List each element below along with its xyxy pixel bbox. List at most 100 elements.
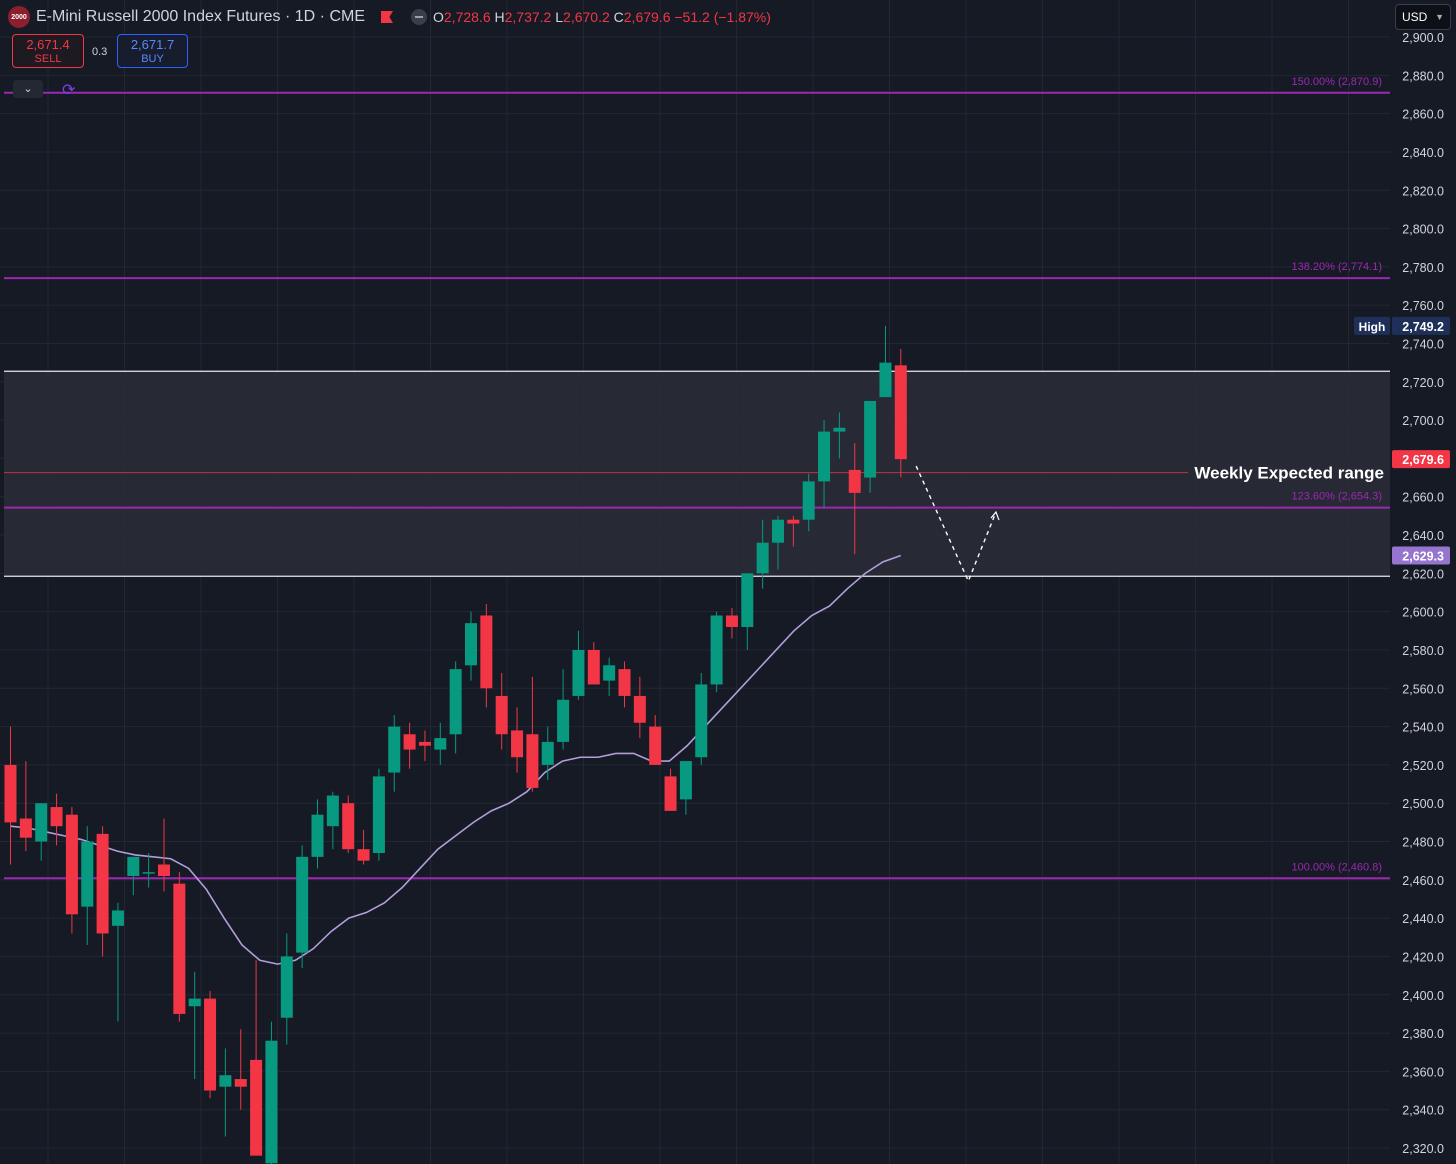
market-status-icon[interactable] — [411, 9, 427, 25]
candle-down — [4, 726, 17, 865]
ohlc-values: O2,728.6 H2,737.2 L2,670.2 C2,679.6 −51.… — [433, 9, 771, 25]
candle-body — [50, 807, 63, 827]
candle-body — [741, 573, 754, 627]
candle-up — [557, 669, 570, 750]
candle-body — [111, 910, 124, 926]
buy-label: BUY — [141, 53, 164, 65]
candle-body — [664, 776, 677, 811]
symbol-header: 2000 E-Mini Russell 2000 Index Futures ·… — [8, 6, 771, 28]
candle-down — [204, 990, 217, 1099]
candle-up — [879, 325, 892, 398]
axis-tick-label: 2,720.0 — [1402, 376, 1444, 390]
currency-select[interactable]: USD ▼ — [1395, 4, 1451, 30]
sell-button[interactable]: 2,671.4 SELL — [12, 34, 84, 68]
flag-icon[interactable] — [381, 11, 393, 23]
candle-up — [188, 971, 201, 1080]
candle-body — [342, 803, 355, 850]
price-tag-value: 2,679.6 — [1402, 453, 1444, 467]
candle-body — [511, 730, 524, 758]
candle-body — [418, 741, 431, 746]
currency-label: USD — [1402, 10, 1428, 24]
ohlc-key-low: L — [555, 9, 564, 25]
ohlc-close: 2,679.6 — [623, 9, 671, 25]
axis-tick-label: 2,560.0 — [1402, 682, 1444, 696]
price-tag-prefix: High — [1359, 320, 1386, 334]
fib-label: 150.00% (2,870.9) — [1291, 76, 1382, 88]
sync-icon[interactable]: ⟳ — [62, 82, 76, 99]
candle-body — [142, 872, 155, 874]
candle-down — [96, 826, 109, 957]
price-tag-bg — [1392, 450, 1450, 469]
candle-up — [465, 611, 477, 681]
candle-up — [864, 400, 877, 493]
projection-line — [915, 465, 997, 583]
candle-body — [219, 1075, 232, 1087]
axis-tick-label: 2,600.0 — [1402, 606, 1444, 620]
axis-tick-label: 2,460.0 — [1402, 874, 1444, 888]
axis-tick-label: 2,780.0 — [1402, 261, 1444, 275]
candle-body — [603, 665, 616, 681]
candle-up — [756, 519, 769, 589]
candle-body — [526, 734, 539, 788]
candle-up — [572, 630, 585, 700]
price-axis[interactable]: 2,320.0 2,340.0 2,360.0 2,380.0 2,400.0 2,420… — [1390, 0, 1456, 1164]
candle-body — [81, 841, 94, 907]
candle-body — [802, 481, 815, 520]
chevron-down-icon: ▼ — [1435, 12, 1444, 22]
axis-tick-label: 2,800.0 — [1402, 223, 1444, 237]
price-tag-bg — [1392, 546, 1450, 565]
grid-lines — [0, 0, 1390, 1164]
axis-tick-label: 2,420.0 — [1402, 950, 1444, 964]
candle-body — [357, 849, 370, 861]
ma-line — [10, 554, 902, 965]
ohlc-change: −51.2 (−1.87%) — [674, 9, 771, 25]
candle-up — [603, 657, 616, 696]
axis-tick-label: 2,580.0 — [1402, 644, 1444, 658]
sell-price: 2,671.4 — [26, 37, 70, 52]
price-tag-prefix-bg — [1354, 316, 1390, 335]
ohlc-open: 2,728.6 — [443, 9, 491, 25]
symbol-logo[interactable]: 2000 — [8, 6, 30, 28]
axis-tick-label: 2,360.0 — [1402, 1065, 1444, 1079]
candle-body — [818, 431, 831, 482]
candle-down — [618, 661, 631, 708]
candle-down — [787, 515, 800, 547]
candle-body — [787, 519, 800, 524]
ohlc-key-high: H — [494, 9, 505, 25]
candle-body — [833, 427, 846, 432]
candle-up — [741, 573, 754, 650]
candle-up — [695, 672, 708, 765]
candle-body — [449, 669, 462, 735]
range-label: Weekly Expected range — [1194, 464, 1384, 483]
candle-down — [495, 672, 508, 750]
sell-label: SELL — [34, 53, 62, 65]
candle-up — [326, 791, 339, 850]
candle-body — [864, 400, 877, 478]
candle-body — [465, 623, 477, 666]
candle-body — [495, 695, 508, 735]
candle-body — [618, 669, 631, 696]
buy-button[interactable]: 2,671.7 BUY — [117, 34, 188, 68]
candle-body — [19, 818, 32, 838]
candle-down — [587, 642, 600, 685]
candle-body — [96, 833, 109, 934]
symbol-title[interactable]: E-Mini Russell 2000 Index Futures · 1D ·… — [36, 8, 365, 25]
candle-down — [633, 676, 646, 739]
chevron-down-icon[interactable]: ⌄ — [13, 80, 43, 98]
candle-body — [480, 615, 493, 689]
candle-body — [649, 726, 662, 765]
candlestick-series — [4, 325, 907, 1164]
candle-down — [526, 676, 539, 792]
candle-down — [664, 768, 677, 811]
fib-label: 138.20% (2,774.1) — [1291, 261, 1382, 273]
axis-tick-label: 2,500.0 — [1402, 797, 1444, 811]
price-tag-value: 2,749.2 — [1402, 320, 1444, 334]
candle-up — [296, 845, 309, 968]
projection-arrowhead — [990, 510, 1000, 521]
candle-body — [188, 998, 201, 1007]
candle-down — [357, 830, 370, 865]
axis-bg — [1390, 0, 1456, 1164]
candle-down — [50, 793, 63, 846]
candle-body — [434, 738, 447, 750]
